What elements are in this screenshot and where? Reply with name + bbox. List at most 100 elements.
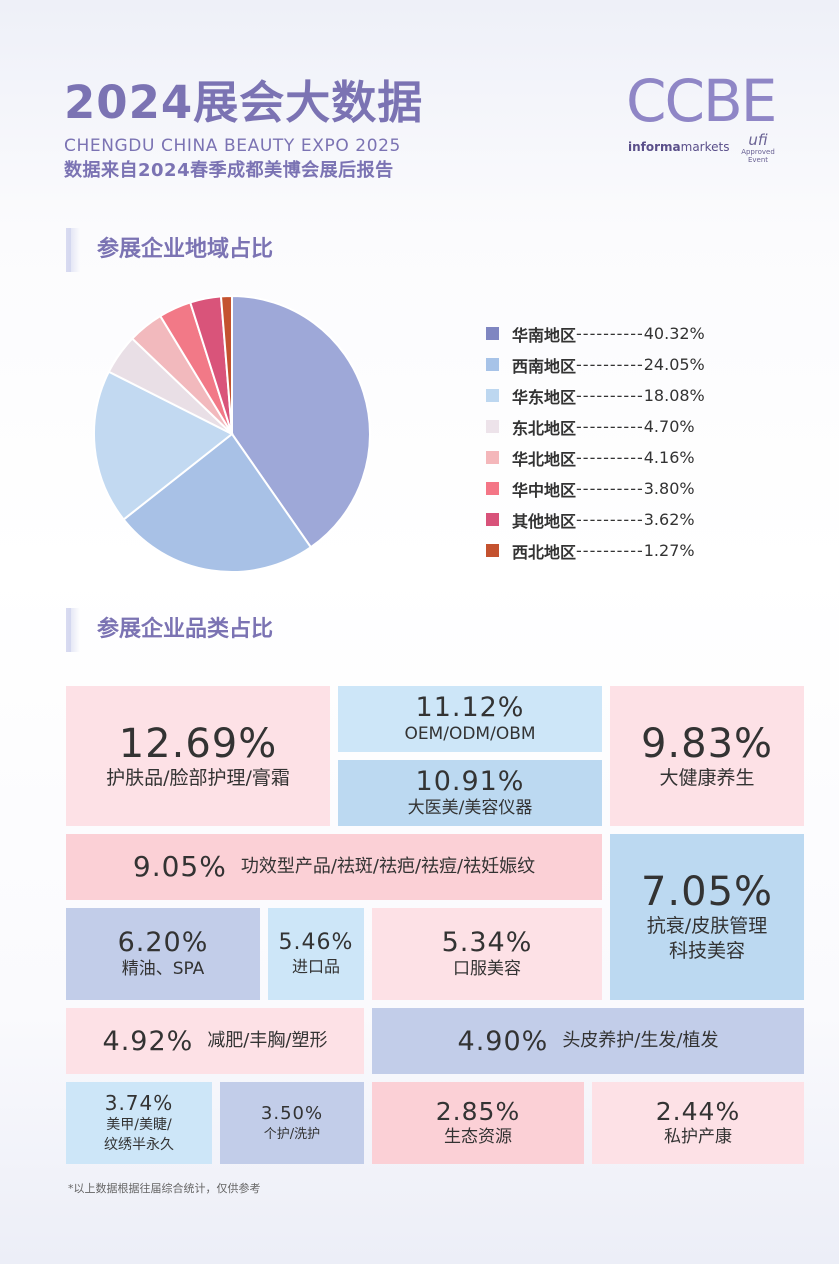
tile-percent: 10.91% [415,766,525,797]
tile-label: 个护/洗护 [263,1126,321,1142]
legend-value: 3.62% [643,510,695,529]
legend-swatch [486,513,499,526]
legend-swatch [486,482,499,495]
category-tile-11: 3.74% 美甲/美睫/纹绣半永久 [66,1082,212,1164]
tile-label-secondary: 纹绣半永久 [104,1137,174,1153]
legend-value: 4.70% [643,417,695,436]
category-tile-13: 2.85% 生态资源 [372,1082,584,1164]
category-tile-0: 12.69% 护肤品/脸部护理/膏霜 [66,686,330,826]
tile-label: 私护产康 [664,1127,732,1147]
subtitle-chinese: 数据来自2024春季成都美博会展后报告 [64,160,394,181]
region-pie-chart [93,294,371,573]
legend-swatch [486,327,499,340]
pie-slice-0 [231,294,371,549]
tile-label: 减肥/丰胸/塑形 [207,1030,328,1051]
tile-label: 口服美容 [453,959,521,979]
ufi-mark: ufi [748,131,768,149]
pie-legend: 华南地区 ---------- 40.32% 西南地区 ---------- 24.05%… [486,318,705,566]
tile-label: 生态资源 [444,1127,512,1147]
legend-dashes: ---------- [576,541,644,560]
category-tile-4: 9.05% 功效型产品/祛斑/祛疤/祛痘/祛妊娠纹 [66,834,602,900]
legend-value: 4.16% [643,448,695,467]
tile-label: 功效型产品/祛斑/祛疤/祛痘/祛妊娠纹 [240,856,536,877]
tile-label: 美甲/美睫/ [106,1117,172,1133]
ccbe-logo-text: CCBE [626,67,777,135]
tile-label: 进口品 [291,957,340,976]
legend-item-7: 西北地区 ---------- 1.27% [486,535,705,566]
legend-item-0: 华南地区 ---------- 40.32% [486,318,705,349]
tile-label: 大健康养生 [659,766,755,789]
category-tile-3: 9.83% 大健康养生 [610,686,804,826]
tile-label: 护肤品/脸部护理/膏霜 [106,766,290,789]
footnote: *以上数据根据往届综合统计，仅供参考 [68,1182,261,1195]
legend-name: 华东地区 [512,387,577,407]
legend-dashes: ---------- [576,510,644,529]
category-tile-6: 6.20% 精油、SPA [66,908,260,1000]
legend-value: 3.80% [643,479,695,498]
legend-swatch [486,420,499,433]
legend-dashes: ---------- [576,355,644,374]
informa-markets-logo: informamarkets [628,140,729,154]
pie-slice-7 [219,294,233,435]
legend-item-2: 华东地区 ---------- 18.08% [486,380,705,411]
ufi-event-text: Event [747,156,769,164]
tile-percent: 5.34% [441,927,533,958]
category-tile-12: 3.50% 个护/洗护 [220,1082,364,1164]
legend-dashes: ---------- [576,479,644,498]
legend-value: 1.27% [643,541,695,560]
tile-label: 精油、SPA [121,959,205,979]
tile-percent: 3.50% [260,1102,324,1124]
tile-percent: 7.05% [640,869,774,915]
tile-percent: 3.74% [104,1091,174,1115]
tile-percent: 4.92% [102,1025,194,1057]
category-tile-5: 7.05% 抗衰/皮肤管理 科技美容 [610,834,804,1000]
legend-dashes: ---------- [576,386,644,405]
page-title: 2024展会大数据 [64,76,424,129]
legend-item-6: 其他地区 ---------- 3.62% [486,504,705,535]
tile-percent: 6.20% [117,927,209,958]
header: 2024展会大数据 CHENGDU CHINA BEAUTY EXPO 2025… [64,74,423,184]
informa-text: informa [628,140,681,154]
tile-percent: 11.12% [415,692,525,723]
section-title-category: 参展企业品类占比 [66,608,273,652]
legend-dashes: ---------- [576,417,644,436]
category-tile-14: 2.44% 私护产康 [592,1082,804,1164]
legend-name: 西南地区 [512,356,577,376]
legend-dashes: ---------- [576,324,644,343]
legend-value: 40.32% [643,324,705,343]
ccbe-logo: CCBE informamarkets ufi Approved Event [626,70,786,170]
subtitle-english: CHENGDU CHINA BEAUTY EXPO 2025 [64,136,401,156]
legend-value: 24.05% [643,355,705,374]
legend-swatch [486,544,499,557]
pie-slice-1 [122,432,313,573]
legend-name: 华南地区 [512,325,577,345]
tile-label: OEM/ODM/OBM [404,724,536,744]
tile-percent: 4.90% [457,1025,549,1057]
tile-percent: 5.46% [278,930,354,955]
pie-slice-2 [93,370,234,521]
legend-item-1: 西南地区 ---------- 24.05% [486,349,705,380]
legend-name: 华北地区 [512,449,577,469]
tile-percent: 2.85% [435,1097,521,1126]
legend-name: 东北地区 [512,418,577,438]
section-title-region: 参展企业地域占比 [66,228,273,272]
legend-dashes: ---------- [576,448,644,467]
category-tile-9: 4.92% 减肥/丰胸/塑形 [66,1008,364,1074]
legend-item-5: 华中地区 ---------- 3.80% [486,473,705,504]
markets-text: markets [680,140,730,154]
ufi-approved-text: Approved [741,148,775,156]
legend-item-3: 东北地区 ---------- 4.70% [486,411,705,442]
legend-swatch [486,451,499,464]
tile-percent: 9.83% [640,720,774,767]
legend-swatch [486,358,499,371]
tile-label: 抗衰/皮肤管理 [646,915,768,937]
tile-percent: 12.69% [118,720,278,767]
category-tile-8: 5.34% 口服美容 [372,908,602,1000]
legend-name: 西北地区 [512,542,577,562]
legend-value: 18.08% [643,386,705,405]
tile-label-secondary: 科技美容 [668,940,745,962]
legend-name: 其他地区 [512,511,577,531]
tile-percent: 9.05% [132,850,227,883]
legend-name: 华中地区 [512,480,577,500]
category-tile-10: 4.90% 头皮养护/生发/植发 [372,1008,804,1074]
